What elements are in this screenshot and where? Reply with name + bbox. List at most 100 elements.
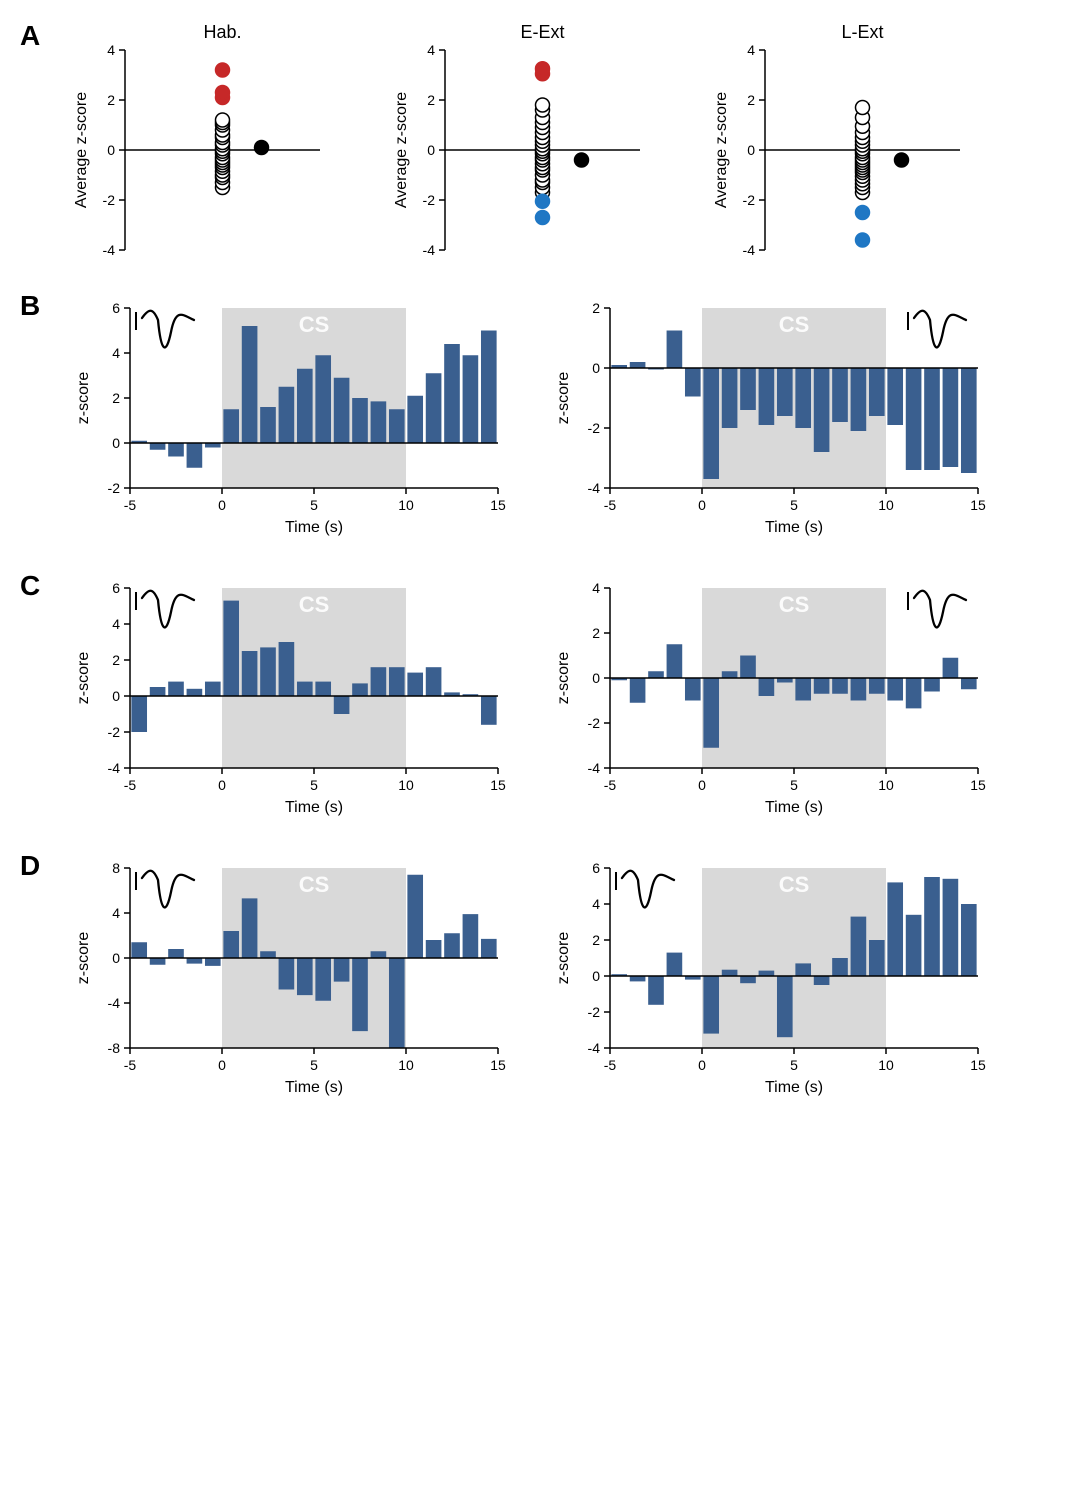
svg-text:4: 4 (592, 896, 600, 912)
bar (685, 678, 701, 701)
bar (740, 656, 756, 679)
waveform-icon (914, 591, 966, 628)
svg-text:z-score: z-score (555, 372, 572, 425)
bar (722, 970, 738, 976)
data-point (575, 153, 589, 167)
bar (630, 362, 646, 368)
svg-text:-4: -4 (423, 242, 436, 258)
data-point (856, 233, 870, 247)
bar (703, 368, 719, 479)
svg-text:-5: -5 (604, 777, 617, 793)
bar (279, 958, 295, 990)
bar (851, 917, 867, 976)
svg-text:-5: -5 (124, 1057, 137, 1073)
svg-text:15: 15 (490, 1057, 506, 1073)
svg-text:2: 2 (592, 300, 600, 316)
svg-text:Time (s): Time (s) (285, 799, 343, 816)
waveform-icon (142, 311, 194, 348)
bar (667, 331, 683, 369)
svg-text:-2: -2 (108, 480, 121, 496)
svg-text:-2: -2 (103, 192, 116, 208)
bar (223, 409, 239, 443)
bar (150, 958, 166, 965)
svg-text:10: 10 (878, 777, 894, 793)
svg-text:CS: CS (779, 312, 810, 337)
bar (297, 369, 313, 443)
svg-text:CS: CS (299, 592, 330, 617)
svg-text:0: 0 (218, 497, 226, 513)
bar (352, 398, 368, 443)
svg-text:-4: -4 (743, 242, 756, 258)
bar (887, 678, 903, 701)
bar (426, 667, 442, 696)
bar (759, 971, 775, 976)
bar (685, 368, 701, 397)
bar (187, 958, 203, 964)
bar-chart: CS-4-20246-5051015Time (s)z-score (70, 570, 510, 820)
bar (242, 326, 258, 443)
bar (150, 443, 166, 450)
svg-text:-2: -2 (588, 1004, 601, 1020)
svg-text:8: 8 (112, 860, 120, 876)
bar-chart: CS-4-2024-5051015Time (s)z-score (550, 570, 990, 820)
bar (740, 976, 756, 983)
svg-text:2: 2 (112, 390, 120, 406)
bar (223, 601, 239, 696)
bar (777, 976, 793, 1037)
svg-text:2: 2 (107, 92, 115, 108)
panel-label-c: C (20, 570, 70, 602)
data-point (255, 141, 269, 155)
svg-text:15: 15 (970, 777, 986, 793)
bar (407, 396, 423, 443)
bar (943, 658, 959, 678)
bar-chart: CS-4-202-5051015Time (s)z-score (550, 290, 990, 540)
bar (168, 682, 184, 696)
svg-text:5: 5 (790, 1057, 798, 1073)
bar (242, 651, 258, 696)
bar (630, 976, 646, 981)
svg-text:Time (s): Time (s) (765, 1079, 823, 1096)
scatter-plot-0: Hab.-4-2024Average z-score (70, 20, 330, 260)
plot-title: Hab. (203, 22, 241, 42)
svg-text:z-score: z-score (555, 652, 572, 705)
bar (334, 378, 350, 443)
svg-text:Time (s): Time (s) (285, 519, 343, 536)
svg-text:15: 15 (970, 497, 986, 513)
svg-text:-5: -5 (604, 497, 617, 513)
bar (315, 958, 331, 1001)
svg-text:Time (s): Time (s) (765, 799, 823, 816)
svg-text:-4: -4 (103, 242, 116, 258)
bar (795, 368, 811, 428)
bar (722, 671, 738, 678)
waveform-icon (914, 311, 966, 348)
bar (924, 368, 940, 470)
svg-text:0: 0 (427, 142, 435, 158)
svg-text:CS: CS (779, 592, 810, 617)
bar (260, 647, 276, 696)
svg-text:10: 10 (398, 1057, 414, 1073)
svg-text:Average z-score: Average z-score (393, 92, 410, 208)
svg-text:2: 2 (592, 932, 600, 948)
bar (648, 976, 664, 1005)
svg-text:0: 0 (592, 968, 600, 984)
bar (740, 368, 756, 410)
svg-text:4: 4 (592, 580, 600, 596)
bar (315, 355, 331, 443)
bar (795, 678, 811, 701)
bar (334, 696, 350, 714)
data-point (895, 153, 909, 167)
svg-text:z-score: z-score (75, 372, 92, 425)
waveform-icon (142, 591, 194, 628)
svg-text:z-score: z-score (75, 932, 92, 985)
bar (463, 914, 479, 958)
scatter-plot-1: E-Ext-4-2024Average z-score (390, 20, 650, 260)
bar (371, 401, 387, 443)
bar (869, 368, 885, 416)
bar (832, 958, 848, 976)
bar (722, 368, 738, 428)
bar (795, 963, 811, 976)
bar (187, 443, 203, 468)
bar (187, 689, 203, 696)
svg-text:2: 2 (427, 92, 435, 108)
svg-text:5: 5 (790, 497, 798, 513)
